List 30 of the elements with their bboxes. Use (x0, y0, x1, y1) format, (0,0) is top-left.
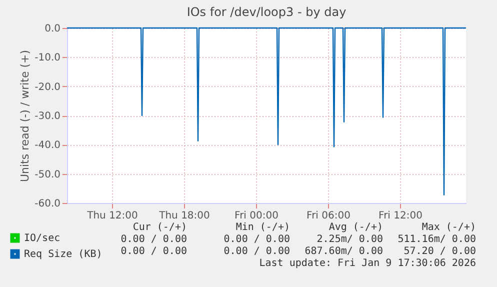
x-tick-label: Thu 12:00 (86, 210, 138, 222)
line-series (66, 27, 467, 196)
y-tick-label: -30.0 (34, 111, 60, 122)
text: Last update: Fri Jan 9 17:30:06 2026 (259, 258, 476, 269)
text: 0.00 / 0.00 (120, 246, 187, 257)
y-tick-label: -40.0 (34, 140, 60, 152)
text: Avg (-/+) (328, 222, 383, 233)
text: 57.20 / 0.00 (404, 246, 476, 257)
y-tick-label: -60.0 (34, 198, 60, 210)
y-tick-label: -10.0 (34, 52, 60, 64)
text: 2.25m/ 0.00 (316, 234, 383, 245)
text: 0.00 / 0.00 (224, 246, 290, 257)
y-tick-label: -20.0 (34, 82, 60, 93)
x-tick-label: Thu 18:00 (158, 210, 210, 222)
text: 0.00 / 0.00 (224, 234, 290, 245)
text: 0.00 / 0.00 (120, 234, 187, 245)
y-tick-label: 0.0 (44, 24, 60, 34)
text: Cur (-/+) (132, 222, 187, 233)
x-tick-label: Fri 12:00 (378, 210, 422, 222)
text: 687.60m/ 0.00 (304, 246, 383, 257)
text: Max (-/+) (422, 222, 476, 233)
legend-label: Req Size (KB) (24, 249, 102, 260)
text: 511.16m/ 0.00 (398, 234, 476, 245)
x-tick-label: Fri 00:00 (234, 210, 278, 222)
y-tick-label: -50.0 (34, 169, 60, 180)
legend-label: IO/sec (24, 233, 60, 244)
y-axis-title: Units read (-) / write (+) (18, 50, 32, 182)
text: Min (-/+) (236, 222, 290, 233)
x-tick-label: Fri 06:00 (306, 210, 350, 222)
chart-title: IOs for /dev/loop3 - by day (186, 5, 346, 19)
